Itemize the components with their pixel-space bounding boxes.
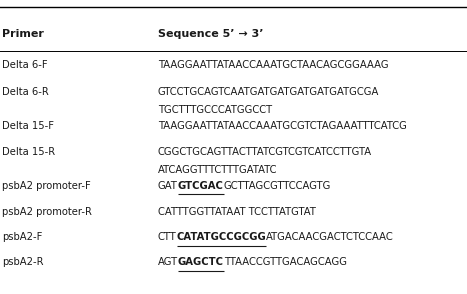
Text: ATGACAACGACTCTCCAAC: ATGACAACGACTCTCCAAC — [266, 232, 394, 242]
Text: GAT: GAT — [158, 181, 178, 191]
Text: Delta 15-R: Delta 15-R — [2, 147, 56, 157]
Text: ATCAGGTTTCTTTGATATC: ATCAGGTTTCTTTGATATC — [158, 165, 277, 175]
Text: GCTTAGCGTTCCAGTG: GCTTAGCGTTCCAGTG — [224, 181, 331, 191]
Text: CATATGCCGCGG: CATATGCCGCGG — [177, 232, 266, 242]
Text: CTT: CTT — [158, 232, 177, 242]
Text: TTAACCGTTGACAGCAGG: TTAACCGTTGACAGCAGG — [224, 257, 347, 267]
Text: GTCCTGCAGTCAATGATGATGATGATGATGCGA: GTCCTGCAGTCAATGATGATGATGATGATGCGA — [158, 87, 379, 97]
Text: TGCTTTGCCCATGGCCT: TGCTTTGCCCATGGCCT — [158, 105, 272, 115]
Text: Delta 15-F: Delta 15-F — [2, 121, 54, 131]
Text: CGGCTGCAGTTACTTATCGTCGTCATCCTTGTA: CGGCTGCAGTTACTTATCGTCGTCATCCTTGTA — [158, 147, 372, 157]
Text: AGT: AGT — [158, 257, 178, 267]
Text: CATTTGGTTATAAT TCCTTATGTAT: CATTTGGTTATAAT TCCTTATGTAT — [158, 207, 316, 217]
Text: Primer: Primer — [2, 29, 44, 39]
Text: GAGCTC: GAGCTC — [178, 257, 224, 267]
Text: Sequence 5’ → 3’: Sequence 5’ → 3’ — [158, 29, 263, 39]
Text: TAAGGAATTATAACCAAATGCTAACAGCGGAAAG: TAAGGAATTATAACCAAATGCTAACAGCGGAAAG — [158, 60, 389, 70]
Text: TAAGGAATTATAACCAAATGCGTCTAGAAATTTCATCG: TAAGGAATTATAACCAAATGCGTCTAGAAATTTCATCG — [158, 121, 407, 131]
Text: Delta 6-F: Delta 6-F — [2, 60, 48, 70]
Text: psbA2-F: psbA2-F — [2, 232, 42, 242]
Text: Delta 6-R: Delta 6-R — [2, 87, 49, 97]
Text: psbA2-R: psbA2-R — [2, 257, 44, 267]
Text: psbA2 promoter-R: psbA2 promoter-R — [2, 207, 92, 217]
Text: GTCGAC: GTCGAC — [178, 181, 224, 191]
Text: psbA2 promoter-F: psbA2 promoter-F — [2, 181, 91, 191]
